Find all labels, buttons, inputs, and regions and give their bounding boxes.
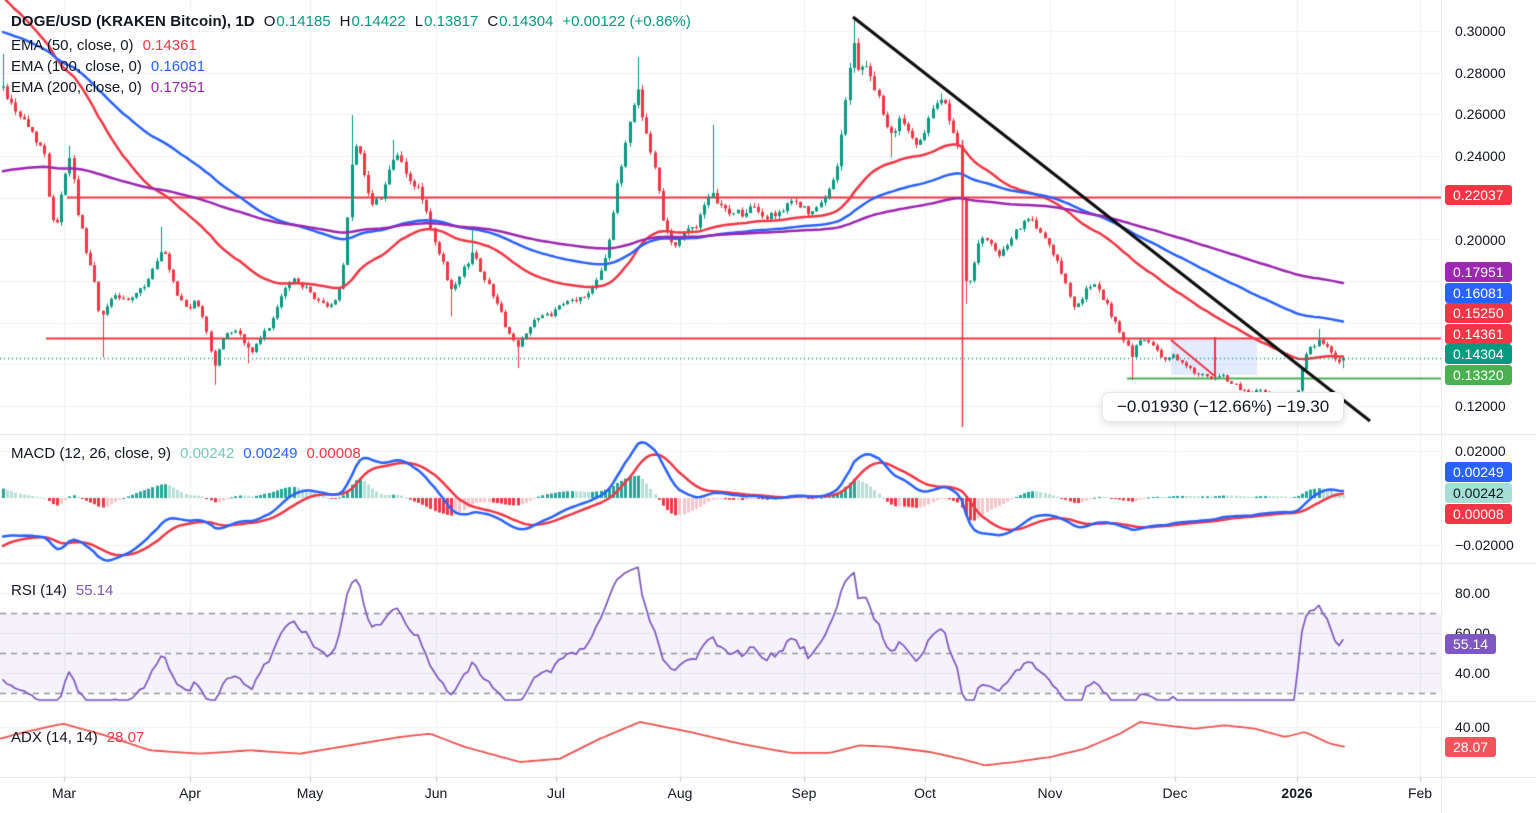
axis-label: 0.28000 bbox=[1455, 65, 1506, 81]
price-axis[interactable]: 0.30000 0.28000 0.26000 0.24000 0.20000 0.120… bbox=[1441, 0, 1536, 813]
axis-badge: 0.00249 bbox=[1445, 462, 1512, 482]
rsi-label: RSI (14) bbox=[11, 582, 67, 599]
time-axis-label: Oct bbox=[914, 785, 936, 801]
change-value: +0.00122 (+0.86%) bbox=[562, 13, 691, 30]
axis-badge: 28.07 bbox=[1445, 737, 1497, 757]
adx-legend-row[interactable]: ADX (14, 14) 28.07 bbox=[11, 729, 144, 746]
axis-badge: 0.14361 bbox=[1445, 324, 1512, 344]
axis-label: 0.12000 bbox=[1455, 398, 1506, 414]
symbol-row[interactable]: DOGE/USD (KRAKEN Bitcoin), 1D O0.14185 H… bbox=[11, 13, 691, 30]
ema200-value: 0.17951 bbox=[150, 79, 206, 96]
axis-badge: 55.14 bbox=[1445, 634, 1497, 654]
rsi-value: 55.14 bbox=[75, 582, 114, 599]
ohlc-high: H0.14422 bbox=[339, 13, 406, 30]
ohlc-close: C0.14304 bbox=[487, 13, 554, 30]
axis-badge: 0.00008 bbox=[1445, 504, 1512, 524]
axis-badge: 0.00242 bbox=[1445, 483, 1512, 503]
rsi-legend-row[interactable]: RSI (14) 55.14 bbox=[11, 582, 113, 599]
time-axis-label: Apr bbox=[179, 785, 201, 801]
measure-tooltip: −0.01930 (−12.66%) −19.30 bbox=[1102, 392, 1345, 422]
ema50-label: EMA (50, close, 0) bbox=[11, 37, 134, 54]
axis-label: 80.00 bbox=[1455, 585, 1491, 601]
ema50-value: 0.14361 bbox=[142, 37, 197, 54]
axis-badge: 0.22037 bbox=[1445, 185, 1512, 205]
axis-badge: 0.16081 bbox=[1445, 283, 1512, 303]
ema200-legend-row[interactable]: EMA (200, close, 0) 0.17951 bbox=[11, 79, 205, 96]
axis-label: 40.00 bbox=[1455, 719, 1491, 735]
time-axis-label: Sep bbox=[791, 785, 817, 801]
ohlc-low: L0.13817 bbox=[414, 13, 479, 30]
ema100-legend-row[interactable]: EMA (100, close, 0) 0.16081 bbox=[11, 58, 205, 75]
axis-label: 0.30000 bbox=[1455, 23, 1506, 39]
ema50-legend-row[interactable]: EMA (50, close, 0) 0.14361 bbox=[11, 37, 197, 54]
macd-label: MACD (12, 26, close, 9) bbox=[11, 445, 172, 462]
axis-label: 40.00 bbox=[1455, 665, 1491, 681]
macd-signal-value: 0.00008 bbox=[306, 445, 361, 462]
time-axis-label: Feb bbox=[1407, 785, 1433, 801]
macd-hist-value: 0.00242 bbox=[180, 445, 235, 462]
symbol-title: DOGE/USD (KRAKEN Bitcoin), 1D bbox=[11, 13, 255, 30]
time-axis-label: Aug bbox=[667, 785, 693, 801]
ema200-label: EMA (200, close, 0) bbox=[11, 79, 142, 96]
time-axis-label: 2026 bbox=[1281, 785, 1313, 801]
time-axis-label: Nov bbox=[1037, 785, 1063, 801]
adx-label: ADX (14, 14) bbox=[11, 729, 98, 746]
axis-badge: 0.13320 bbox=[1445, 365, 1512, 385]
axis-label: −0.02000 bbox=[1455, 537, 1514, 553]
ema100-label: EMA (100, close, 0) bbox=[11, 58, 142, 75]
axis-label: 0.26000 bbox=[1455, 106, 1506, 122]
macd-line-value: 0.00249 bbox=[243, 445, 298, 462]
axis-label: 0.20000 bbox=[1455, 232, 1506, 248]
ohlc-open: O0.14185 bbox=[263, 13, 331, 30]
axis-badge: 0.15250 bbox=[1445, 303, 1512, 323]
adx-value: 28.07 bbox=[106, 729, 145, 746]
axis-badge: 0.17951 bbox=[1445, 262, 1512, 282]
time-axis-label: Jul bbox=[547, 785, 565, 801]
axis-label: 0.02000 bbox=[1455, 443, 1506, 459]
time-axis-label: May bbox=[296, 785, 324, 801]
time-axis-label: Dec bbox=[1162, 785, 1188, 801]
ema100-value: 0.16081 bbox=[150, 58, 206, 75]
macd-legend-row[interactable]: MACD (12, 26, close, 9) 0.00242 0.00249 … bbox=[11, 445, 361, 462]
time-axis-label: Mar bbox=[51, 785, 77, 801]
time-axis[interactable]: Mar Apr May Jun Jul Aug Sep Oct Nov Dec 2026 Feb bbox=[0, 777, 1441, 813]
time-axis-label: Jun bbox=[424, 785, 448, 801]
axis-label: 0.24000 bbox=[1455, 148, 1506, 164]
axis-badge: 0.14304 bbox=[1445, 344, 1512, 364]
